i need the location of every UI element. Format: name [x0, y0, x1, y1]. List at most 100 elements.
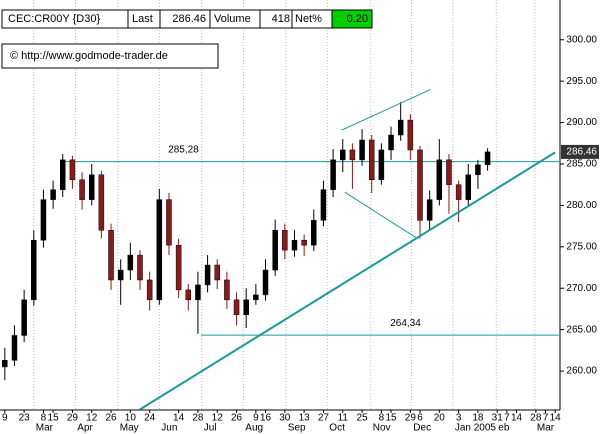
candle-body: [320, 189, 327, 221]
month-label: Sep: [288, 423, 306, 434]
candle-body: [224, 279, 230, 301]
y-tick-label: 260.00: [566, 366, 597, 377]
x-tick-label: 14: [173, 413, 185, 424]
candle-body: [378, 149, 385, 180]
candle-body: [311, 220, 317, 246]
x-tick-label: 7: [543, 413, 549, 424]
candle-body: [253, 294, 259, 301]
candle-body: [475, 164, 481, 176]
candle-body: [359, 139, 365, 161]
candle-body: [185, 289, 192, 301]
candle-body: [69, 159, 76, 180]
candle-body: [368, 139, 375, 180]
trend-line: [138, 151, 556, 410]
candle-body: [98, 174, 105, 231]
candle-body: [11, 335, 18, 361]
x-tick-label: 14: [511, 413, 523, 424]
month-label: Aug: [245, 423, 263, 434]
candle-body: [301, 239, 307, 246]
x-tick-label: 24: [144, 413, 156, 424]
candle-body: [146, 279, 153, 301]
x-tick-label: 15: [385, 413, 397, 424]
candle-body: [40, 199, 47, 241]
x-tick-label: 28: [192, 413, 204, 424]
candle-body: [117, 269, 124, 281]
plot-area: [2, 0, 560, 410]
x-tick-label: 13: [299, 413, 311, 424]
candle-body: [2, 360, 8, 368]
y-tick-label: 290.00: [566, 117, 597, 128]
net-value: 0.20: [347, 13, 368, 25]
x-tick-label: 31: [492, 413, 504, 424]
y-tick-label: 275.00: [566, 241, 597, 252]
candle-body: [291, 239, 298, 251]
x-tick-label: 9: [253, 413, 259, 424]
x-tick-label: 10: [125, 413, 137, 424]
candle-body: [50, 189, 56, 200]
x-tick-label: 27: [318, 413, 330, 424]
candle-body: [397, 119, 404, 136]
candle-body: [60, 159, 66, 190]
candle-body: [340, 149, 346, 161]
x-tick-label: 25: [357, 413, 369, 424]
last-label: Last: [132, 13, 153, 25]
x-tick-label: 30: [279, 413, 291, 424]
month-label: Mar: [537, 423, 555, 434]
x-tick-label: 12: [86, 413, 98, 424]
candle-body: [243, 299, 249, 315]
candle-body: [166, 199, 172, 246]
x-tick-label: 3: [456, 413, 462, 424]
y-tick-label: 285.00: [566, 159, 597, 170]
y-tick-label: 265.00: [566, 324, 597, 335]
candle-body: [233, 299, 240, 315]
level-label: 264,34: [390, 318, 421, 329]
copyright: © http://www.godmode-trader.de: [10, 50, 168, 62]
x-tick-label: 29: [405, 413, 417, 424]
x-tick-label: 6: [417, 413, 423, 424]
x-tick-label: 12: [212, 413, 224, 424]
candle-body: [484, 151, 491, 166]
month-label: Dec: [413, 423, 431, 434]
y-tick-label: 270.00: [566, 283, 597, 294]
x-tick-label: 8: [41, 413, 47, 424]
candle-body: [282, 230, 288, 251]
candle-body: [79, 179, 85, 200]
month-label: Mar: [36, 423, 54, 434]
month-label: May: [120, 423, 139, 434]
month-label: Oct: [329, 423, 345, 434]
level-label: 285,28: [168, 144, 199, 155]
candle-body: [465, 174, 472, 200]
volume-value: 418: [272, 13, 290, 25]
x-tick-label: 20: [434, 413, 446, 424]
volume-label: Volume: [214, 13, 251, 25]
y-tick-label: 280.00: [566, 200, 597, 211]
x-tick-label: 8: [379, 413, 385, 424]
candle-body: [137, 254, 143, 281]
last-price-marker: [561, 144, 599, 159]
last-price-label: 286.46: [566, 147, 597, 158]
candle-body: [31, 239, 37, 301]
last-value: 286.46: [172, 13, 206, 25]
x-tick-label: 26: [231, 413, 243, 424]
candle-body: [436, 159, 443, 200]
net-label: Net%: [295, 13, 322, 25]
trend-line: [341, 88, 431, 131]
month-label: eb: [498, 423, 510, 434]
candle-body: [330, 159, 336, 190]
candle-body: [21, 299, 27, 336]
x-tick-label: 15: [48, 413, 60, 424]
candle-body: [127, 254, 134, 271]
copyright-box: [1, 43, 219, 69]
candle-body: [156, 199, 163, 301]
x-tick-label: 28: [530, 413, 542, 424]
candle-body: [455, 184, 462, 200]
candle-body: [426, 199, 433, 221]
x-tick-label: 29: [67, 413, 79, 424]
candle-body: [349, 149, 356, 161]
x-tick-label: 9: [2, 413, 8, 424]
month-label: Jun: [161, 423, 177, 434]
x-tick-label: 18: [472, 413, 484, 424]
y-tick-label: 295.00: [566, 76, 597, 87]
month-label: Jan 2005: [455, 423, 497, 434]
